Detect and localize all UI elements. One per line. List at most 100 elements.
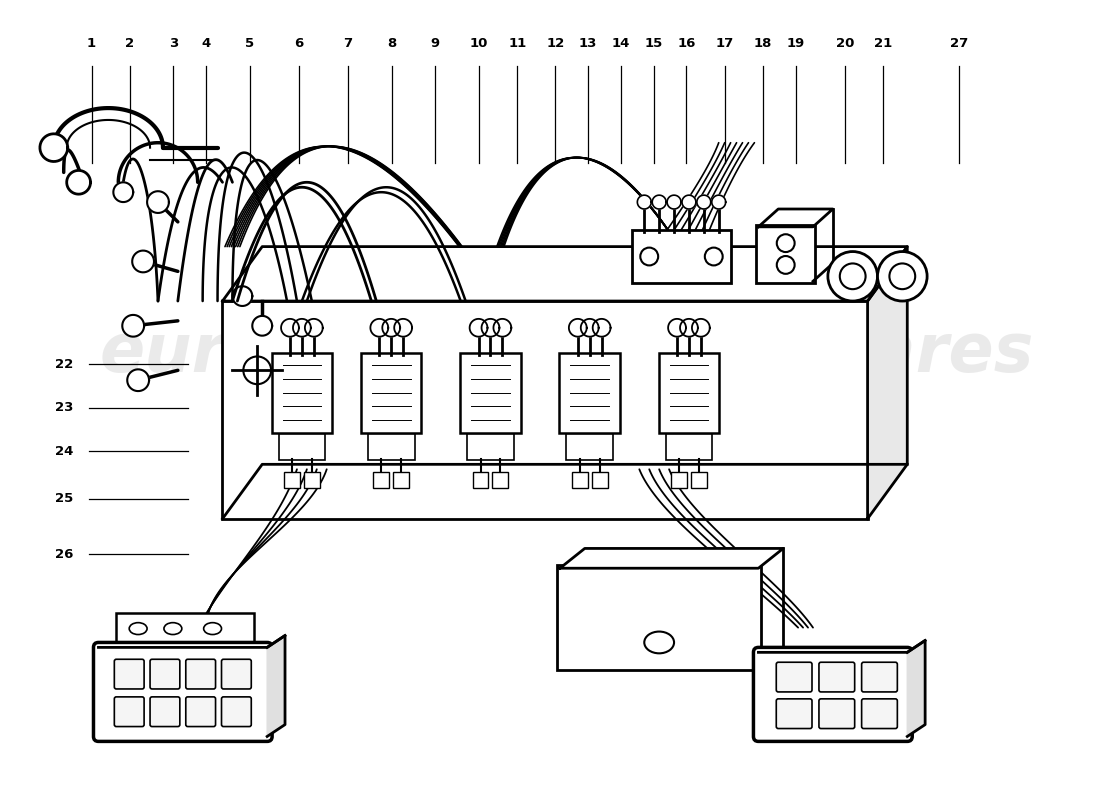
- Ellipse shape: [129, 622, 147, 634]
- FancyBboxPatch shape: [117, 613, 254, 645]
- Polygon shape: [293, 319, 311, 337]
- FancyBboxPatch shape: [557, 566, 761, 670]
- Polygon shape: [692, 319, 710, 337]
- FancyBboxPatch shape: [373, 472, 389, 488]
- Circle shape: [890, 263, 915, 289]
- Ellipse shape: [164, 622, 182, 634]
- Polygon shape: [652, 195, 667, 209]
- Text: 9: 9: [431, 38, 440, 50]
- Text: 24: 24: [55, 445, 74, 458]
- Text: 5: 5: [245, 38, 254, 50]
- Text: 8: 8: [387, 38, 396, 50]
- Polygon shape: [908, 641, 925, 737]
- FancyBboxPatch shape: [861, 699, 898, 729]
- FancyBboxPatch shape: [592, 472, 607, 488]
- FancyBboxPatch shape: [94, 642, 272, 742]
- Polygon shape: [470, 319, 487, 337]
- Text: 22: 22: [55, 358, 74, 371]
- Text: 10: 10: [470, 38, 488, 50]
- Polygon shape: [668, 319, 686, 337]
- Polygon shape: [868, 246, 908, 518]
- Text: 18: 18: [754, 38, 772, 50]
- Polygon shape: [712, 195, 726, 209]
- FancyBboxPatch shape: [691, 472, 707, 488]
- Circle shape: [878, 251, 927, 301]
- FancyBboxPatch shape: [777, 662, 812, 692]
- FancyBboxPatch shape: [221, 659, 251, 689]
- FancyBboxPatch shape: [393, 472, 409, 488]
- FancyBboxPatch shape: [150, 697, 179, 726]
- Polygon shape: [560, 549, 783, 568]
- FancyBboxPatch shape: [754, 647, 912, 742]
- Circle shape: [705, 248, 723, 266]
- FancyBboxPatch shape: [560, 353, 620, 433]
- Polygon shape: [581, 319, 598, 337]
- FancyBboxPatch shape: [278, 434, 326, 460]
- FancyBboxPatch shape: [473, 472, 488, 488]
- FancyBboxPatch shape: [659, 353, 719, 433]
- FancyBboxPatch shape: [361, 353, 421, 433]
- Polygon shape: [305, 319, 322, 337]
- Polygon shape: [371, 319, 388, 337]
- Circle shape: [777, 234, 794, 252]
- Text: 11: 11: [508, 38, 527, 50]
- Polygon shape: [282, 319, 299, 337]
- Text: 2: 2: [125, 38, 134, 50]
- Polygon shape: [132, 250, 154, 272]
- Text: 13: 13: [579, 38, 597, 50]
- Polygon shape: [383, 319, 400, 337]
- Polygon shape: [593, 319, 611, 337]
- FancyBboxPatch shape: [468, 434, 514, 460]
- Text: 3: 3: [168, 38, 178, 50]
- FancyBboxPatch shape: [222, 301, 868, 518]
- Polygon shape: [667, 195, 681, 209]
- FancyBboxPatch shape: [272, 353, 332, 433]
- FancyBboxPatch shape: [221, 697, 251, 726]
- FancyBboxPatch shape: [114, 659, 144, 689]
- Text: 1: 1: [87, 38, 96, 50]
- Text: 17: 17: [715, 38, 734, 50]
- Circle shape: [828, 251, 878, 301]
- Circle shape: [640, 248, 658, 266]
- Polygon shape: [682, 195, 696, 209]
- Polygon shape: [232, 286, 252, 306]
- Text: 7: 7: [343, 38, 353, 50]
- Text: 25: 25: [55, 493, 74, 506]
- Polygon shape: [394, 319, 412, 337]
- Text: eurospares: eurospares: [613, 319, 1034, 386]
- FancyBboxPatch shape: [572, 472, 587, 488]
- Text: 27: 27: [950, 38, 968, 50]
- FancyBboxPatch shape: [632, 230, 730, 283]
- Polygon shape: [222, 246, 908, 301]
- FancyBboxPatch shape: [186, 697, 216, 726]
- FancyBboxPatch shape: [818, 662, 855, 692]
- Text: 4: 4: [201, 38, 211, 50]
- Text: eurospares: eurospares: [99, 319, 520, 386]
- FancyBboxPatch shape: [777, 699, 812, 729]
- Text: 19: 19: [786, 38, 805, 50]
- Polygon shape: [128, 370, 150, 391]
- FancyBboxPatch shape: [671, 472, 688, 488]
- FancyBboxPatch shape: [757, 225, 815, 283]
- Text: 16: 16: [678, 38, 695, 50]
- Polygon shape: [637, 195, 651, 209]
- Polygon shape: [758, 209, 833, 227]
- Polygon shape: [40, 134, 68, 162]
- FancyBboxPatch shape: [460, 353, 520, 433]
- FancyBboxPatch shape: [818, 699, 855, 729]
- Text: 20: 20: [836, 38, 854, 50]
- Polygon shape: [113, 182, 133, 202]
- FancyBboxPatch shape: [367, 434, 415, 460]
- Circle shape: [777, 256, 794, 274]
- Ellipse shape: [645, 631, 674, 654]
- Polygon shape: [122, 315, 144, 337]
- FancyBboxPatch shape: [186, 659, 216, 689]
- FancyBboxPatch shape: [304, 472, 320, 488]
- Polygon shape: [482, 319, 499, 337]
- FancyBboxPatch shape: [114, 697, 144, 726]
- Text: 15: 15: [645, 38, 663, 50]
- Text: 21: 21: [873, 38, 892, 50]
- Polygon shape: [494, 319, 512, 337]
- Polygon shape: [680, 319, 697, 337]
- FancyBboxPatch shape: [150, 659, 179, 689]
